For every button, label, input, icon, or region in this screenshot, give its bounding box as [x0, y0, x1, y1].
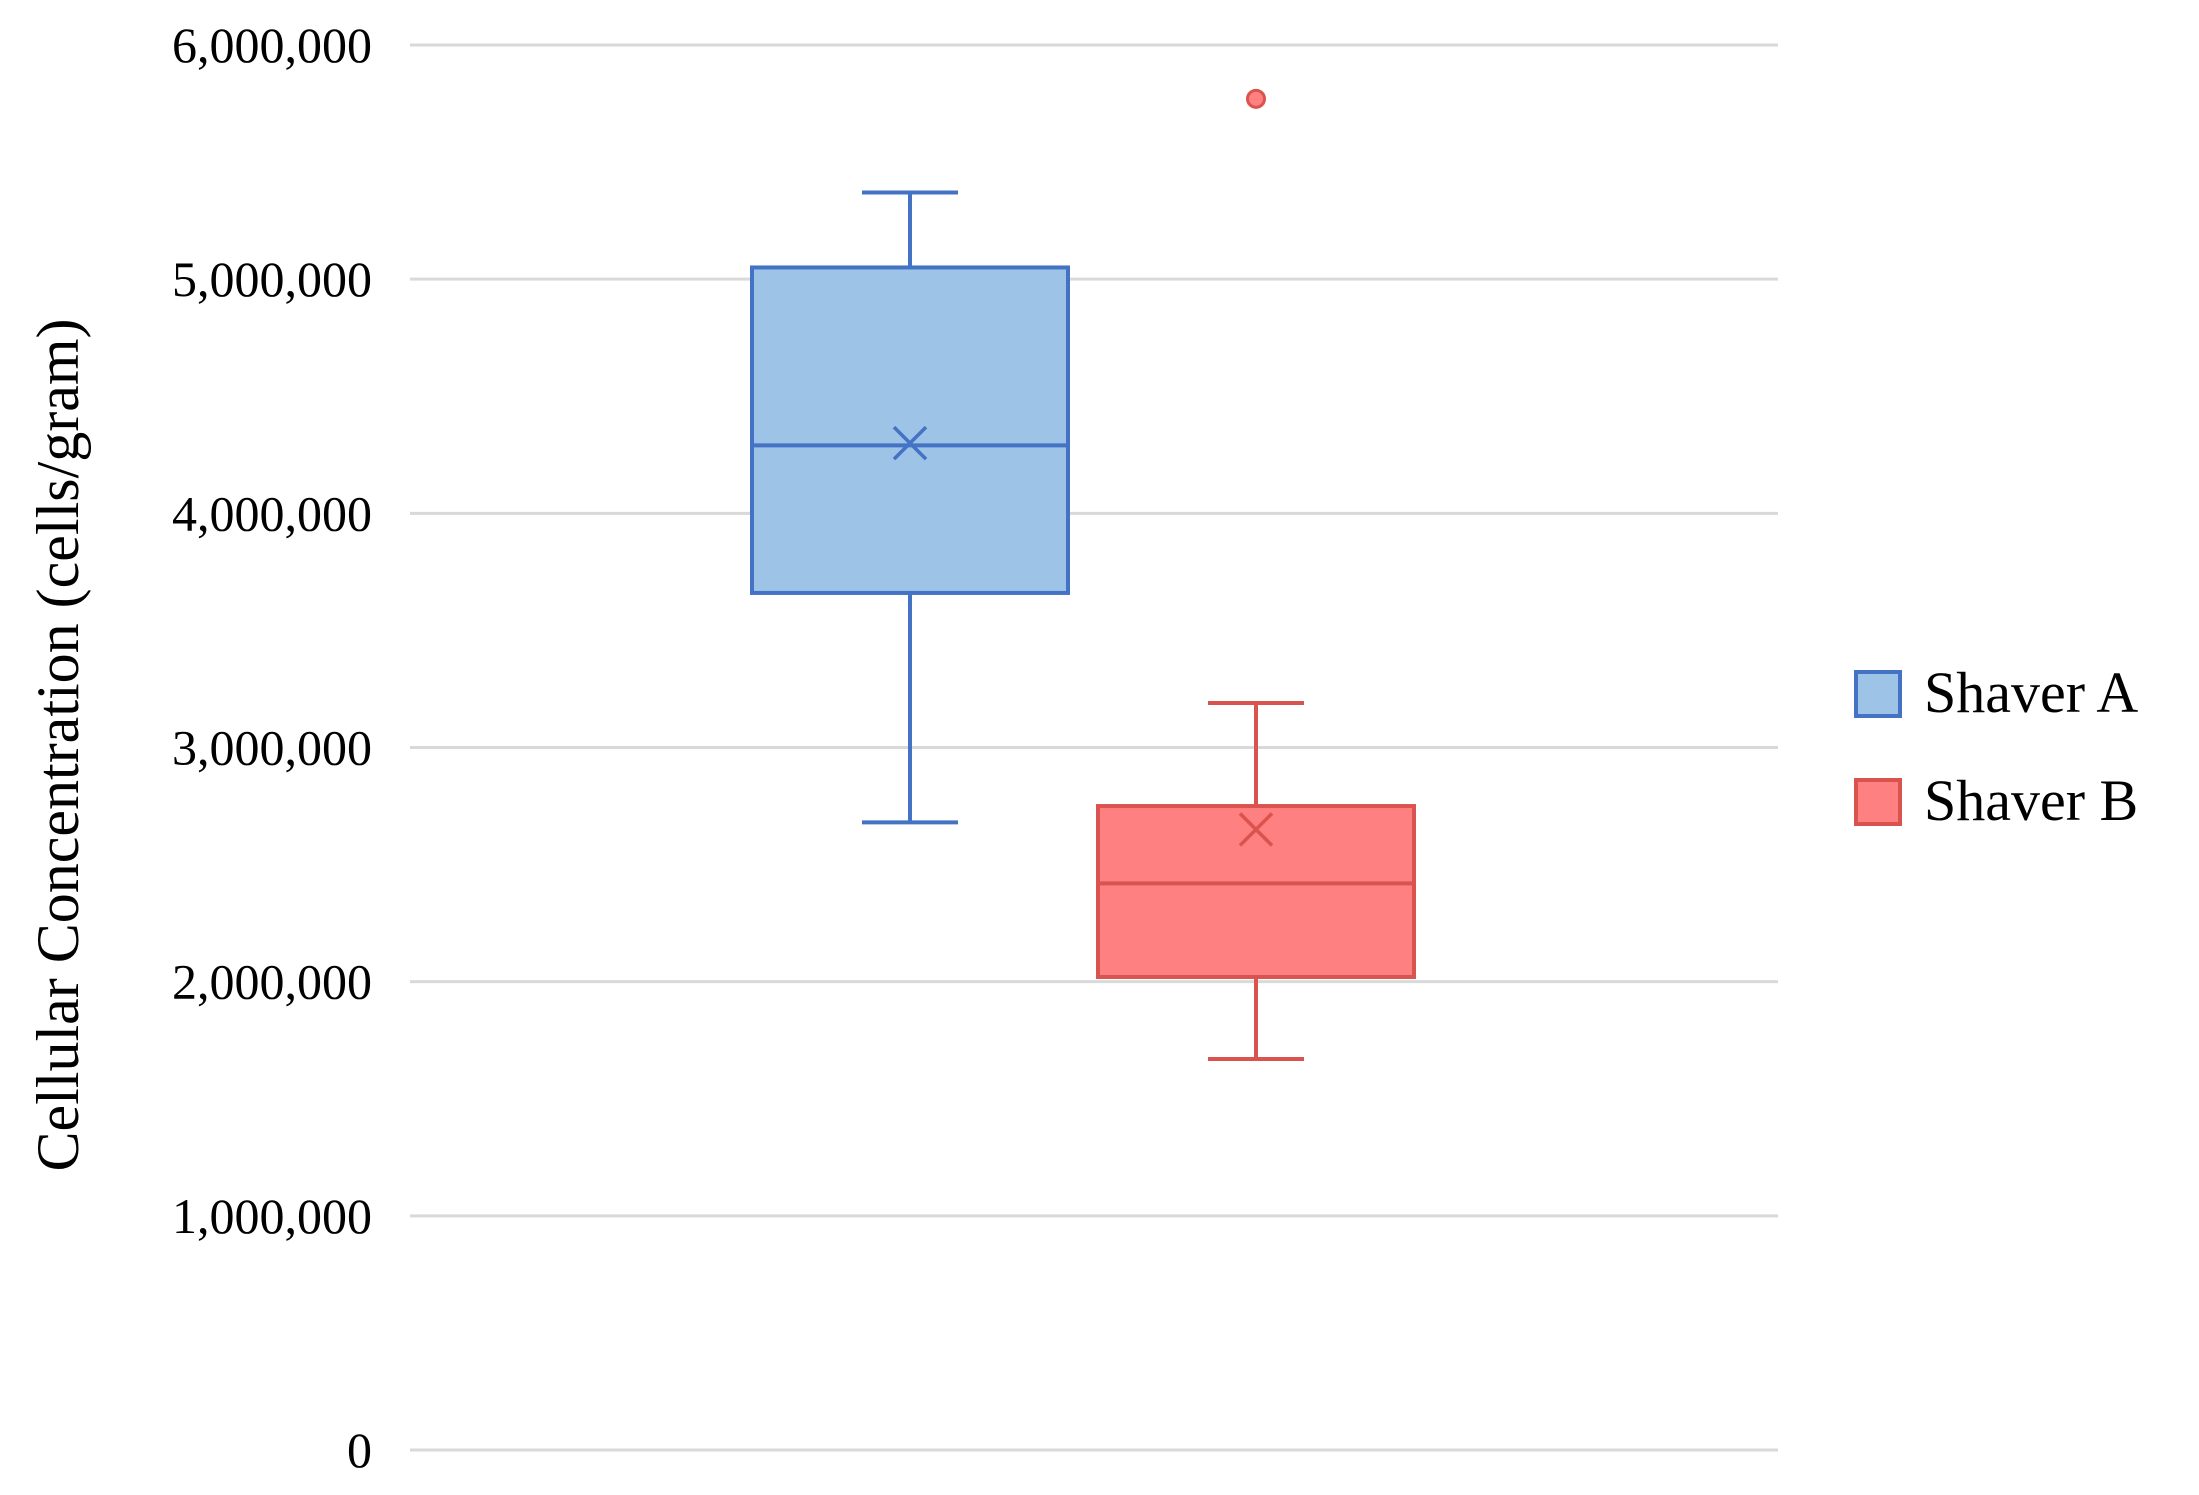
- legend-item: Shaver B: [1854, 768, 2138, 833]
- y-tick-label: 5,000,000: [172, 251, 372, 307]
- mean-marker-stroke: [892, 425, 928, 461]
- y-tick-label: 4,000,000: [172, 485, 372, 541]
- y-tick-label: 3,000,000: [172, 720, 372, 776]
- legend-swatch: [1854, 778, 1902, 826]
- mean-marker-stroke: [1238, 812, 1274, 847]
- box-shaver-b: [1096, 88, 1416, 1061]
- y-axis-tick-labels: 0 1,000,000 2,000,000 3,000,000 4,000,000 5,0…: [172, 17, 372, 1478]
- y-tick-label: 2,000,000: [172, 954, 372, 1010]
- mean-marker: [892, 425, 928, 461]
- box-series: [750, 88, 1416, 1061]
- iqr-box: [1096, 804, 1416, 979]
- legend-swatch: [1854, 670, 1902, 718]
- outlier-point: [1246, 88, 1266, 109]
- mean-marker: [1238, 812, 1274, 847]
- box-shaver-a: [750, 190, 1070, 825]
- y-tick-label: 1,000,000: [172, 1188, 372, 1244]
- y-tick-label: 6,000,000: [172, 17, 372, 73]
- gridlines: [410, 43, 1778, 1452]
- legend: Shaver A Shaver B: [1854, 660, 2138, 833]
- legend-label: Shaver B: [1924, 768, 2138, 833]
- legend-item: Shaver A: [1854, 660, 2138, 725]
- legend-label: Shaver A: [1924, 660, 2138, 725]
- iqr-box: [750, 265, 1070, 595]
- y-axis-title: Cellular Concentration (cells/gram): [25, 318, 91, 1171]
- y-tick-label: 0: [347, 1422, 372, 1478]
